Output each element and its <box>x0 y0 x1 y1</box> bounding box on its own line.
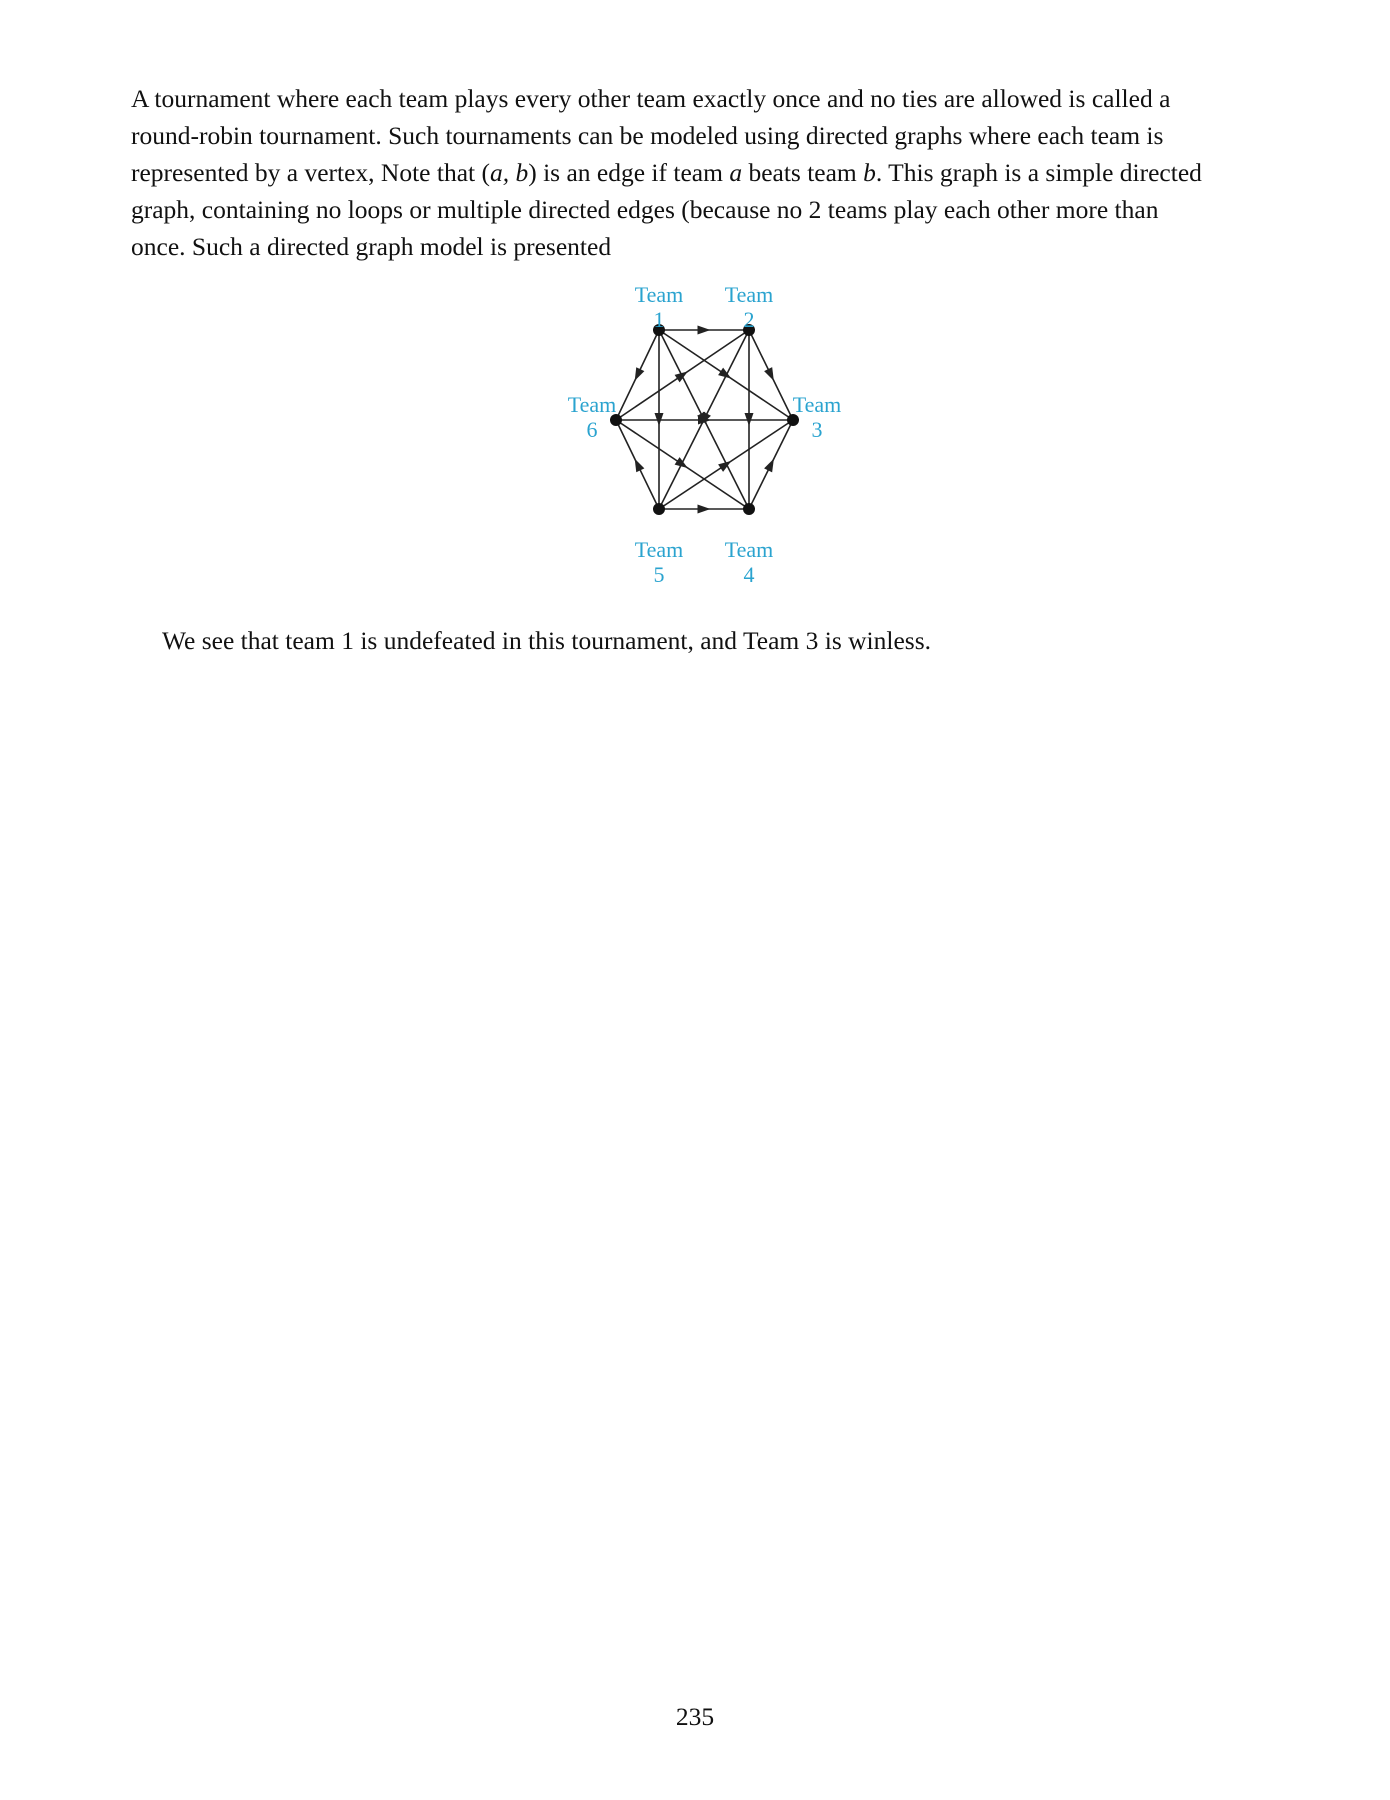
ordered-pair: a, b <box>489 158 529 187</box>
arrowhead-6-4 <box>674 457 688 469</box>
paragraph-line: A tournament where each team plays every… <box>131 84 1171 113</box>
arrowhead-5-6 <box>634 458 645 473</box>
vertex-label-word-5: Team <box>635 537 684 562</box>
vertex-label-word-3: Team <box>793 392 842 417</box>
arrowhead-1-2 <box>697 325 711 335</box>
arrowhead-6-3 <box>698 415 711 425</box>
vertex-label-number-4: 4 <box>744 562 755 587</box>
paragraph-line: once. Such a directed graph model is pre… <box>131 232 612 261</box>
variable-b: b <box>863 158 876 187</box>
vertex-label-word-4: Team <box>725 537 774 562</box>
vertex-team-1 <box>653 324 665 336</box>
paragraph-line: graph, containing no loops or multiple d… <box>131 195 1159 224</box>
text-run: represented by a vertex, Note that ( <box>131 158 490 187</box>
arrowhead-5-3 <box>718 460 732 472</box>
vertex-label-word-6: Team <box>568 392 617 417</box>
tournament-graph-figure: Team 1 Team 2 Team 3 Team 4 Team 5 Team 6 <box>540 278 880 608</box>
variable-a: a <box>729 158 743 187</box>
vertex-team-3 <box>787 414 799 426</box>
text-run: ) is an edge if team <box>528 158 730 187</box>
text-run: beats team <box>742 158 864 187</box>
page-number: 235 <box>675 1702 715 1731</box>
arrowhead-5-4 <box>697 504 711 514</box>
vertex-team-2 <box>743 324 755 336</box>
paragraph-line: represented by a vertex, Note that (a, b… <box>131 154 1291 191</box>
vertex-team-4 <box>743 503 755 515</box>
vertex-label-number-6: 6 <box>587 417 598 442</box>
arrowhead-2-3 <box>764 367 774 381</box>
vertex-team-6 <box>610 414 622 426</box>
vertex-label-number-2: 2 <box>744 307 755 332</box>
vertex-label-number-1: 1 <box>654 307 665 332</box>
vertex-label-number-3: 3 <box>812 417 823 442</box>
vertex-label-number-5: 5 <box>654 562 665 587</box>
vertex-team-5 <box>653 503 665 515</box>
paragraph-line: round-robin tournament. Such tournaments… <box>131 121 1164 150</box>
conclusion-paragraph: We see that team 1 is undefeated in this… <box>162 626 931 655</box>
arrowhead-4-3 <box>764 458 774 473</box>
arrowhead-1-3 <box>718 367 732 379</box>
arrowhead-6-2 <box>674 371 688 383</box>
text-run: . This graph is a simple directed <box>875 158 1202 187</box>
vertex-label-word-1: Team <box>635 282 684 307</box>
vertex-label-word-2: Team <box>725 282 774 307</box>
arrowhead-1-6 <box>634 367 645 381</box>
body-paragraph: A tournament where each team plays every… <box>131 80 1291 265</box>
